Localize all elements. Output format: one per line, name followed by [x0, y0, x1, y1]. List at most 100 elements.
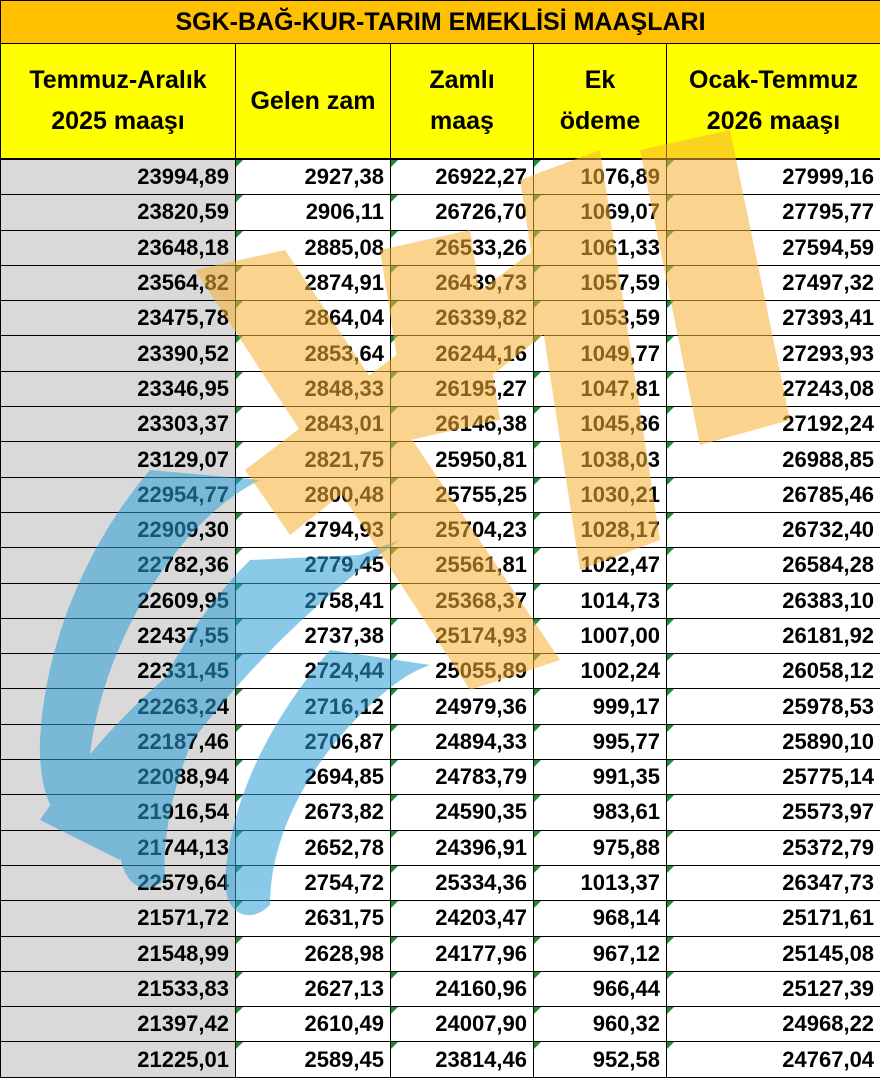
table-cell[interactable]: 1030,21 [534, 477, 667, 512]
table-cell[interactable]: 27243,08 [667, 371, 880, 406]
table-cell[interactable]: 26732,40 [667, 512, 880, 547]
table-cell[interactable]: 952,58 [534, 1042, 667, 1077]
table-cell[interactable]: 2673,82 [236, 795, 391, 830]
table-cell[interactable]: 2716,12 [236, 689, 391, 724]
table-cell[interactable]: 26533,26 [391, 230, 534, 265]
table-cell[interactable]: 26922,27 [391, 159, 534, 195]
table-cell[interactable]: 24007,90 [391, 1007, 534, 1042]
table-cell[interactable]: 1053,59 [534, 301, 667, 336]
table-cell[interactable]: 2864,04 [236, 301, 391, 336]
header-cell[interactable]: Ek ödeme [534, 44, 667, 160]
table-cell[interactable]: 22331,45 [1, 654, 236, 689]
table-cell[interactable]: 27999,16 [667, 159, 880, 195]
table-cell[interactable]: 24590,35 [391, 795, 534, 830]
table-cell[interactable]: 23820,59 [1, 195, 236, 230]
table-cell[interactable]: 25950,81 [391, 442, 534, 477]
table-cell[interactable]: 25775,14 [667, 760, 880, 795]
table-cell[interactable]: 968,14 [534, 901, 667, 936]
table-cell[interactable]: 2754,72 [236, 865, 391, 900]
table-cell[interactable]: 25171,61 [667, 901, 880, 936]
table-cell[interactable]: 25561,81 [391, 548, 534, 583]
table-cell[interactable]: 26726,70 [391, 195, 534, 230]
table-cell[interactable]: 24396,91 [391, 830, 534, 865]
table-cell[interactable]: 26988,85 [667, 442, 880, 477]
table-cell[interactable]: 2800,48 [236, 477, 391, 512]
table-cell[interactable]: 21744,13 [1, 830, 236, 865]
table-cell[interactable]: 1014,73 [534, 583, 667, 618]
table-cell[interactable]: 2906,11 [236, 195, 391, 230]
table-cell[interactable]: 991,35 [534, 760, 667, 795]
table-cell[interactable]: 2794,93 [236, 512, 391, 547]
table-cell[interactable]: 27594,59 [667, 230, 880, 265]
table-cell[interactable]: 22263,24 [1, 689, 236, 724]
table-cell[interactable]: 23129,07 [1, 442, 236, 477]
table-cell[interactable]: 25145,08 [667, 936, 880, 971]
table-cell[interactable]: 24160,96 [391, 971, 534, 1006]
table-cell[interactable]: 25755,25 [391, 477, 534, 512]
table-cell[interactable]: 22954,77 [1, 477, 236, 512]
table-cell[interactable]: 27393,41 [667, 301, 880, 336]
table-cell[interactable]: 2724,44 [236, 654, 391, 689]
table-cell[interactable]: 24203,47 [391, 901, 534, 936]
table-cell[interactable]: 22187,46 [1, 724, 236, 759]
table-cell[interactable]: 22609,95 [1, 583, 236, 618]
table-cell[interactable]: 26195,27 [391, 371, 534, 406]
table-cell[interactable]: 25890,10 [667, 724, 880, 759]
table-cell[interactable]: 23346,95 [1, 371, 236, 406]
table-cell[interactable]: 2628,98 [236, 936, 391, 971]
table-cell[interactable]: 25127,39 [667, 971, 880, 1006]
table-cell[interactable]: 27497,32 [667, 265, 880, 300]
table-cell[interactable]: 1069,07 [534, 195, 667, 230]
table-cell[interactable]: 2589,45 [236, 1042, 391, 1077]
table-cell[interactable]: 25055,89 [391, 654, 534, 689]
table-cell[interactable]: 21571,72 [1, 901, 236, 936]
table-cell[interactable]: 1007,00 [534, 618, 667, 653]
table-cell[interactable]: 24177,96 [391, 936, 534, 971]
table-cell[interactable]: 23994,89 [1, 159, 236, 195]
table-cell[interactable]: 26439,73 [391, 265, 534, 300]
table-cell[interactable]: 1013,37 [534, 865, 667, 900]
table-cell[interactable]: 26785,46 [667, 477, 880, 512]
table-cell[interactable]: 1002,24 [534, 654, 667, 689]
table-cell[interactable]: 21548,99 [1, 936, 236, 971]
table-cell[interactable]: 1045,86 [534, 407, 667, 442]
table-cell[interactable]: 27192,24 [667, 407, 880, 442]
table-cell[interactable]: 25573,97 [667, 795, 880, 830]
table-cell[interactable]: 2779,45 [236, 548, 391, 583]
table-cell[interactable]: 1047,81 [534, 371, 667, 406]
table-cell[interactable]: 999,17 [534, 689, 667, 724]
table-cell[interactable]: 1061,33 [534, 230, 667, 265]
table-cell[interactable]: 26181,92 [667, 618, 880, 653]
table-cell[interactable]: 2821,75 [236, 442, 391, 477]
table-cell[interactable]: 1028,17 [534, 512, 667, 547]
table-cell[interactable]: 25372,79 [667, 830, 880, 865]
table-cell[interactable]: 1076,89 [534, 159, 667, 195]
table-cell[interactable]: 25368,37 [391, 583, 534, 618]
table-cell[interactable]: 1038,03 [534, 442, 667, 477]
table-cell[interactable]: 2610,49 [236, 1007, 391, 1042]
table-cell[interactable]: 23648,18 [1, 230, 236, 265]
table-cell[interactable]: 23475,78 [1, 301, 236, 336]
table-cell[interactable]: 2874,91 [236, 265, 391, 300]
table-cell[interactable]: 967,12 [534, 936, 667, 971]
table-cell[interactable]: 2853,64 [236, 336, 391, 371]
table-cell[interactable]: 21916,54 [1, 795, 236, 830]
table-cell[interactable]: 22437,55 [1, 618, 236, 653]
table-cell[interactable]: 23303,37 [1, 407, 236, 442]
table-cell[interactable]: 2927,38 [236, 159, 391, 195]
table-cell[interactable]: 21533,83 [1, 971, 236, 1006]
table-cell[interactable]: 2848,33 [236, 371, 391, 406]
table-cell[interactable]: 2758,41 [236, 583, 391, 618]
header-cell[interactable]: Zamlı maaş [391, 44, 534, 160]
header-cell[interactable]: Gelen zam [236, 44, 391, 160]
table-cell[interactable]: 26347,73 [667, 865, 880, 900]
table-cell[interactable]: 975,88 [534, 830, 667, 865]
table-cell[interactable]: 2652,78 [236, 830, 391, 865]
table-cell[interactable]: 960,32 [534, 1007, 667, 1042]
table-cell[interactable]: 25704,23 [391, 512, 534, 547]
table-cell[interactable]: 26244,16 [391, 336, 534, 371]
table-cell[interactable]: 22579,64 [1, 865, 236, 900]
table-cell[interactable]: 21225,01 [1, 1042, 236, 1077]
table-cell[interactable]: 2843,01 [236, 407, 391, 442]
table-cell[interactable]: 995,77 [534, 724, 667, 759]
